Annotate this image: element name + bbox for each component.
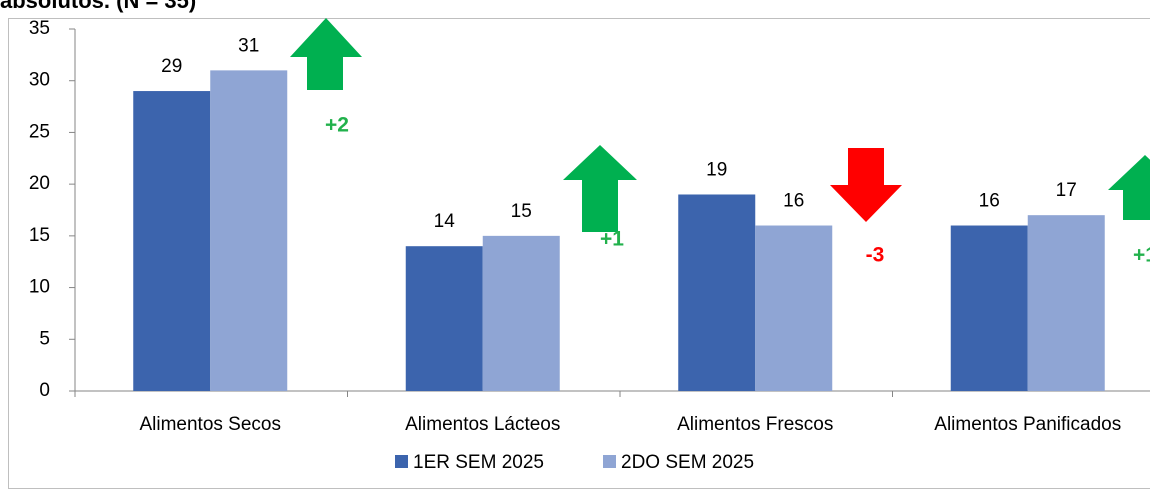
- up-arrow: [1108, 155, 1150, 220]
- annotation: +2: [325, 114, 349, 137]
- bar: [482, 235, 560, 391]
- bar: [678, 194, 756, 391]
- y-tick-label: 35: [29, 18, 50, 39]
- data-label: 17: [1056, 180, 1077, 201]
- legend-swatch: [395, 455, 408, 468]
- annotation: +1: [1133, 244, 1150, 267]
- bar: [755, 225, 833, 391]
- chart-title: absolutos. (N = 35): [0, 0, 196, 13]
- data-label: 16: [979, 191, 1000, 212]
- legend-label: 2DO SEM 2025: [621, 452, 754, 473]
- y-tick-label: 30: [29, 70, 50, 91]
- y-tick-label: 20: [29, 173, 50, 194]
- bar: [1027, 215, 1105, 391]
- up-arrow: [563, 145, 637, 232]
- legend-swatch: [603, 455, 616, 468]
- chart-frame: [8, 18, 1150, 489]
- data-label: 31: [238, 35, 259, 56]
- data-label: 16: [783, 191, 804, 212]
- y-tick-label: 5: [39, 328, 50, 349]
- x-tick-label: Alimentos Panificados: [934, 414, 1121, 435]
- data-label: 14: [434, 211, 456, 232]
- bar: [210, 70, 288, 391]
- data-label: 29: [161, 56, 182, 77]
- annotation: +1: [600, 228, 624, 251]
- legend-label: 1ER SEM 2025: [413, 452, 544, 473]
- up-arrow: [290, 18, 362, 90]
- x-tick-label: Alimentos Secos: [139, 414, 281, 435]
- bar: [405, 246, 483, 391]
- down-arrow: [830, 148, 902, 222]
- data-label: 19: [706, 160, 727, 181]
- annotation: -3: [866, 244, 885, 267]
- y-tick-label: 15: [29, 225, 50, 246]
- bar: [133, 91, 211, 392]
- y-tick-label: 0: [39, 380, 50, 401]
- bar: [950, 225, 1028, 391]
- y-tick-label: 25: [29, 121, 50, 142]
- y-tick-label: 10: [29, 277, 50, 298]
- x-tick-label: Alimentos Frescos: [677, 414, 833, 435]
- x-tick-label: Alimentos Lácteos: [405, 414, 560, 435]
- data-label: 15: [511, 201, 532, 222]
